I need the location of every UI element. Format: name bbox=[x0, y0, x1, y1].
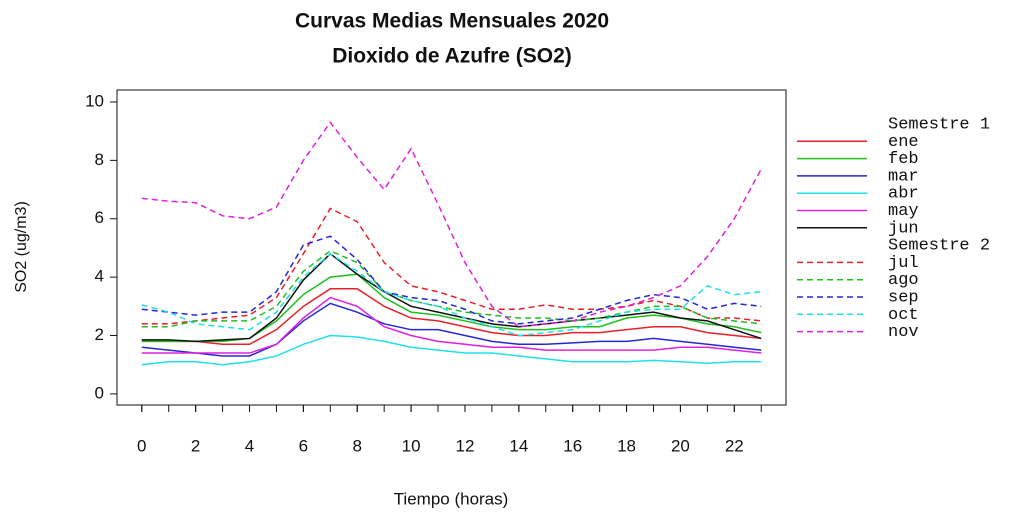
series-line bbox=[141, 207, 762, 325]
y-tick-label: 6 bbox=[95, 208, 104, 227]
series-line bbox=[141, 249, 762, 328]
y-tick-label: 0 bbox=[95, 383, 104, 402]
x-tick-label: 8 bbox=[353, 436, 362, 455]
series-line bbox=[141, 235, 762, 325]
legend-label: jul bbox=[888, 254, 919, 273]
x-tick-label: 6 bbox=[299, 436, 308, 455]
legend-label: nov bbox=[888, 323, 919, 342]
legend-label: sep bbox=[888, 288, 919, 307]
legend-label: may bbox=[888, 202, 919, 221]
series-line bbox=[141, 252, 762, 343]
legend-label: ene bbox=[888, 133, 919, 152]
legend-label: ago bbox=[888, 271, 919, 290]
legend-title: Semestre 2 bbox=[888, 237, 990, 256]
x-tick-label: 0 bbox=[137, 436, 146, 455]
series-line bbox=[141, 252, 762, 337]
legend-title: Semestre 1 bbox=[888, 115, 990, 134]
legend-label: mar bbox=[888, 167, 919, 186]
x-tick-label: 2 bbox=[191, 436, 200, 455]
x-tick-label: 18 bbox=[617, 436, 636, 455]
series-line bbox=[141, 334, 762, 366]
series-line bbox=[141, 296, 762, 354]
x-axis-label: Tiempo (horas) bbox=[394, 489, 509, 508]
legend-label: oct bbox=[888, 306, 919, 325]
series-line bbox=[141, 121, 762, 328]
chart-title: Curvas Medias Mensuales 2020 bbox=[295, 10, 609, 33]
legend-label: jun bbox=[888, 219, 919, 238]
series-line bbox=[141, 302, 762, 357]
y-tick-label: 8 bbox=[95, 150, 104, 169]
legend-label: feb bbox=[888, 150, 919, 169]
series-line bbox=[141, 273, 762, 343]
x-tick-label: 12 bbox=[456, 436, 475, 455]
y-axis-label: SO2 (ug/m3) bbox=[13, 201, 30, 293]
x-tick-label: 4 bbox=[245, 436, 254, 455]
series-line bbox=[141, 288, 762, 346]
x-tick-label: 20 bbox=[671, 436, 690, 455]
x-tick-label: 22 bbox=[725, 436, 744, 455]
x-tick-label: 10 bbox=[402, 436, 421, 455]
y-tick-label: 10 bbox=[85, 91, 104, 110]
y-tick-label: 2 bbox=[95, 325, 104, 344]
chart-subtitle: Dioxido de Azufre (SO2) bbox=[332, 45, 572, 68]
legend-label: abr bbox=[888, 185, 919, 204]
x-tick-label: 16 bbox=[563, 436, 582, 455]
y-tick-label: 4 bbox=[95, 267, 104, 286]
x-tick-label: 14 bbox=[509, 436, 528, 455]
plot-frame bbox=[116, 89, 787, 406]
